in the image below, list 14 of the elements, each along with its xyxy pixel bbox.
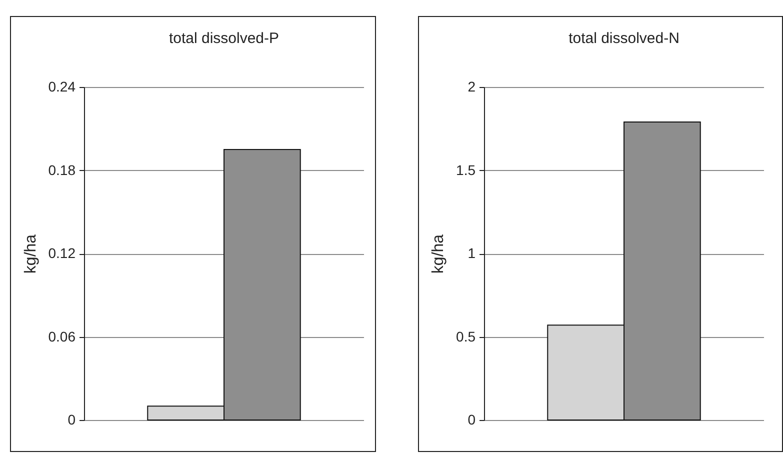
chart-title: total dissolved-N bbox=[568, 30, 679, 47]
y-axis-title: kg/ha bbox=[430, 234, 447, 274]
y-tick-label: 0 bbox=[467, 412, 476, 428]
y-tick-label: 2 bbox=[467, 78, 476, 94]
chart-title: total dissolved-P bbox=[168, 30, 280, 47]
y-tick-label: 0 bbox=[68, 412, 76, 428]
y-tick-label: 0.06 bbox=[48, 328, 76, 344]
y-tick-label: 0.12 bbox=[48, 245, 76, 261]
y-tick-label: 0.5 bbox=[456, 328, 476, 344]
y-axis-title: kg/ha bbox=[22, 234, 40, 274]
y-tick-label: 0.18 bbox=[48, 162, 76, 178]
y-tick-label: 0.24 bbox=[48, 78, 76, 94]
y-tick-label: 1 bbox=[467, 245, 476, 261]
y-tick-label: 1.5 bbox=[456, 162, 476, 178]
